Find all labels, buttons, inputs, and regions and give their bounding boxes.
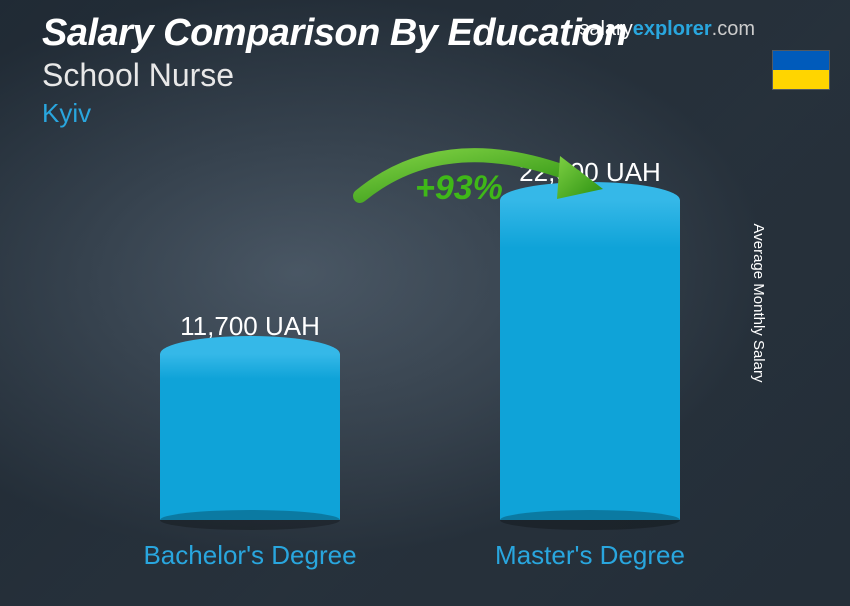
y-axis-label: Average Monthly Salary [750, 224, 767, 383]
bar-front [160, 354, 340, 520]
flag-top-stripe [773, 51, 829, 70]
job-title: School Nurse [42, 57, 830, 94]
bar-3d [160, 354, 340, 520]
bar-category-label: Bachelor's Degree [143, 540, 356, 571]
bar-shadow [160, 510, 340, 530]
increase-indicator: +93% [345, 151, 625, 271]
brand-part1: salary [579, 18, 632, 40]
brand-part2: explorer [633, 18, 712, 40]
ukraine-flag-icon [772, 50, 830, 90]
percent-increase-label: +93% [415, 169, 503, 208]
brand-part3: .com [712, 18, 755, 40]
bar-shadow [500, 510, 680, 530]
bar-chart: +93% 11,700 UAH Bachelor's Degree 22,600… [120, 151, 760, 571]
brand-link[interactable]: salaryexplorer.com [579, 18, 755, 41]
bar-group-bachelors: 11,700 UAH Bachelor's Degree [150, 311, 350, 571]
bar-category-label: Master's Degree [495, 540, 685, 571]
location-label: Kyiv [42, 98, 830, 129]
flag-bottom-stripe [773, 70, 829, 89]
